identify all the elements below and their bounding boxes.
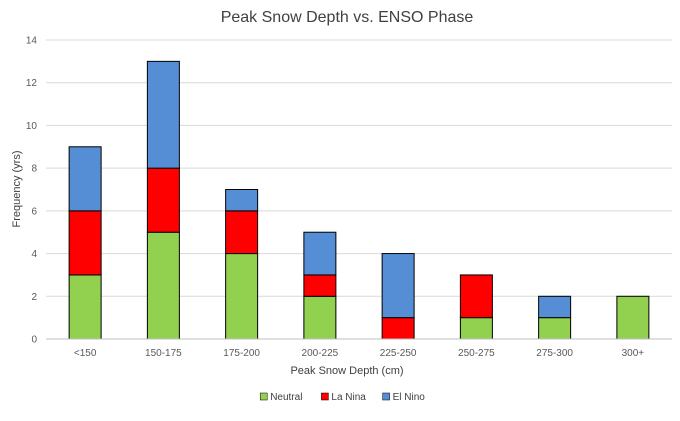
x-tick-label: 200-225 [302, 348, 339, 359]
bar-segment-el-nino [381, 253, 415, 319]
x-tick-label: 300+ [622, 348, 645, 359]
bar-segment-la-nina [459, 274, 493, 319]
bar-segment-el-nino [225, 189, 259, 212]
legend-label: El Nino [393, 392, 426, 403]
bar-segment-el-nino [146, 60, 180, 169]
y-tick-label: 12 [26, 78, 38, 89]
legend-label: La Nina [331, 392, 366, 403]
bar-segment-neutral [616, 295, 650, 340]
legend-swatch [321, 392, 329, 401]
bar-segment-la-nina [381, 317, 415, 340]
bar-segment-neutral [303, 295, 337, 340]
bar-segment-el-nino [538, 295, 572, 319]
bar-segment-la-nina [303, 274, 337, 297]
bar-segment-la-nina [225, 210, 259, 255]
bar-segment-el-nino [303, 231, 337, 276]
bar-segment-la-nina [146, 167, 180, 233]
y-tick-label: 0 [31, 335, 37, 346]
legend-swatch [382, 392, 390, 401]
y-tick-label: 6 [31, 206, 37, 217]
x-tick-label: 250-275 [458, 348, 495, 359]
bar-segment-neutral [538, 317, 572, 340]
bar-segment-neutral [459, 317, 493, 340]
x-tick-label: 150-175 [145, 348, 182, 359]
legend: Neutral La Nina El Nino [259, 392, 426, 403]
bar-segment-neutral [146, 231, 180, 340]
legend-label: Neutral [270, 392, 302, 403]
x-axis-ticks: <150 150-175 175-200 200-225 225-250 250-275 2… [74, 348, 644, 359]
bar-segment-neutral [68, 274, 102, 340]
x-tick-label: 175-200 [223, 348, 260, 359]
y-axis-ticks: 0 2 4 6 8 10 12 14 [26, 36, 38, 346]
x-tick-label: 225-250 [380, 348, 417, 359]
x-tick-label: 275-300 [536, 348, 573, 359]
y-tick-label: 4 [31, 249, 37, 260]
legend-swatch [259, 392, 268, 401]
y-tick-label: 8 [31, 164, 37, 175]
bars [68, 60, 650, 340]
x-axis-title: Peak Snow Depth (cm) [290, 365, 403, 377]
y-tick-label: 2 [31, 292, 37, 303]
y-tick-label: 10 [26, 121, 38, 132]
bar-segment-el-nino [68, 146, 102, 212]
gridlines [46, 39, 672, 297]
bar-segment-la-nina [68, 210, 102, 276]
chart-title: Peak Snow Depth vs. ENSO Phase [221, 9, 474, 26]
bar-segment-neutral [225, 253, 259, 340]
y-tick-label: 14 [26, 36, 38, 47]
y-axis-title: Frequency (yrs) [11, 150, 23, 227]
x-tick-label: <150 [74, 348, 97, 359]
